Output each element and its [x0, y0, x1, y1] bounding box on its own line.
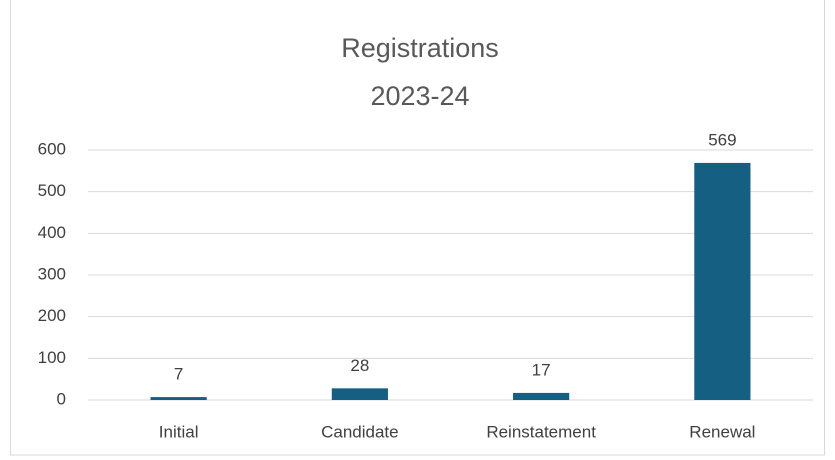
y-tick-label: 600	[38, 139, 66, 158]
y-tick-label: 500	[38, 181, 66, 200]
y-tick-label: 400	[38, 223, 66, 242]
data-label: 569	[708, 130, 736, 149]
bar	[694, 162, 751, 400]
bar	[150, 397, 207, 400]
y-tick-label: 200	[38, 306, 66, 325]
y-tick-label: 100	[38, 348, 66, 367]
chart-title: 2023-24	[370, 81, 469, 111]
data-label: 7	[174, 365, 183, 384]
x-tick-label: Candidate	[321, 422, 399, 441]
x-tick-label: Renewal	[689, 422, 755, 441]
chart-title: Registrations	[341, 33, 499, 63]
y-tick-label: 300	[38, 264, 66, 283]
x-tick-label: Reinstatement	[486, 422, 596, 441]
bar	[331, 388, 388, 400]
chart-border	[10, 0, 825, 456]
data-label: 28	[350, 356, 369, 375]
data-label: 17	[532, 360, 551, 379]
y-tick-label: 0	[57, 389, 66, 408]
x-tick-label: Initial	[159, 422, 199, 441]
bar	[513, 392, 570, 400]
